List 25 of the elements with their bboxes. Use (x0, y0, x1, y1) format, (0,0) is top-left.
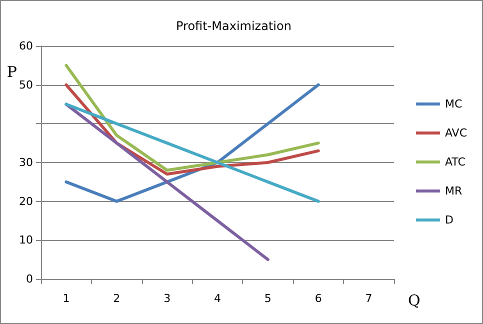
line-series (64, 102, 270, 262)
line-series (64, 64, 320, 172)
legend-label: AVC (444, 126, 468, 140)
y-tick-label: 60 (19, 40, 33, 52)
chart-title: Profit-Maximization (176, 19, 292, 33)
legend-label: MR (444, 184, 462, 198)
y-tick-label: 20 (19, 194, 33, 208)
y-tick-label: 30 (19, 156, 33, 169)
legend-label: MC (444, 98, 462, 110)
x-tick-label: 5 (264, 292, 272, 305)
y-tick-label: 10 (19, 234, 33, 247)
line-series (64, 83, 320, 203)
x-tick-label: 7 (365, 292, 372, 305)
x-axis-title: Q (408, 292, 420, 310)
y-tick-label: 0 (26, 272, 33, 286)
y-axis-title: P (6, 62, 17, 81)
x-tick-label: 3 (164, 292, 171, 305)
x-tick-label: 2 (113, 292, 120, 305)
y-tick-label: 50 (19, 78, 33, 92)
legend-label: D (444, 214, 454, 226)
legend-label: ATC (444, 156, 466, 168)
x-tick-label: 6 (314, 292, 322, 305)
x-tick-label: 1 (62, 292, 70, 305)
line-series (64, 102, 320, 203)
x-tick-label: 4 (214, 292, 221, 305)
